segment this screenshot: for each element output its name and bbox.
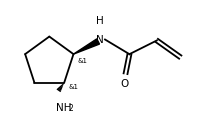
Text: H: H [96,16,104,26]
Text: 2: 2 [69,104,74,113]
Polygon shape [73,39,100,54]
Text: O: O [120,79,129,89]
Text: &1: &1 [77,58,87,64]
Text: &1: &1 [68,85,78,91]
Text: NH: NH [56,103,72,113]
Text: N: N [96,35,104,45]
